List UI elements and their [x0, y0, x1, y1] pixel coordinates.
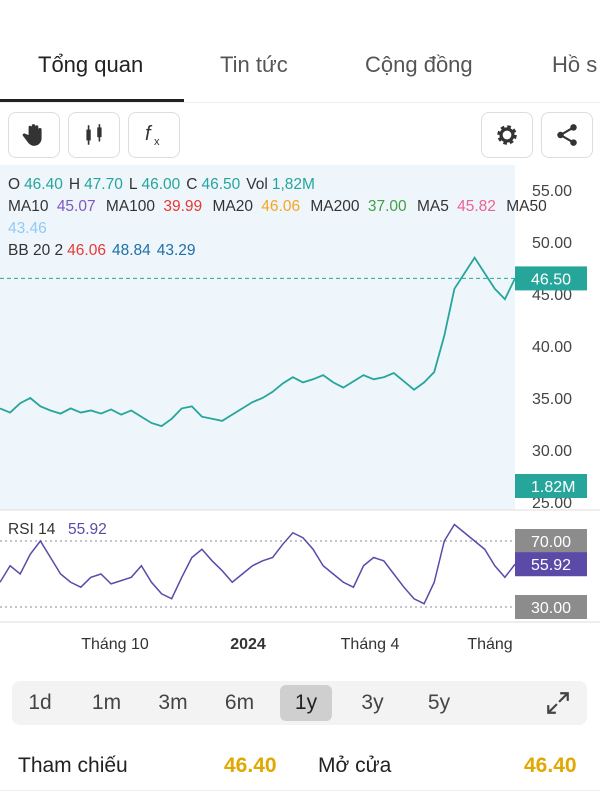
range-button[interactable]: 3y	[361, 691, 384, 714]
legend-value: 45.82	[457, 198, 496, 215]
legend-label: MA5	[416, 198, 449, 215]
rsi-value: 55.92	[68, 521, 107, 538]
legend-value: 43.46	[8, 220, 47, 237]
tab[interactable]: Hồ s	[552, 52, 598, 77]
rsi-current-box	[515, 552, 587, 577]
y-tick-label: 25.00	[532, 495, 572, 512]
legend: O 46.40 H 47.70 L 46.00 C 46.50 Vol 1,82M MA10 45.…	[8, 174, 583, 262]
price-panel	[0, 165, 515, 510]
last-price-label: 46.50	[531, 271, 571, 288]
range-button[interactable]: 1y	[280, 685, 332, 721]
range-button[interactable]: 1d	[28, 691, 52, 714]
y-tick-label: 55.00	[532, 183, 572, 200]
divider	[0, 790, 600, 791]
legend-value: 45.07	[56, 198, 96, 215]
range-button[interactable]: 6m	[224, 691, 255, 714]
legend-label: O	[8, 176, 21, 193]
last-price-box	[515, 266, 587, 291]
tab-underline	[0, 99, 184, 102]
volume-label: 1.82M	[531, 479, 575, 496]
legend-value: 47.70	[84, 176, 123, 193]
gear-icon	[497, 125, 517, 145]
legend-value: 46.06	[261, 198, 301, 215]
rsi-current-label: 55.92	[531, 557, 571, 574]
rsi-tick-box	[515, 595, 587, 619]
price-line	[0, 255, 516, 428]
legend-value: 46.40	[24, 176, 63, 193]
range-selector: 1d 1m 3m 6m 1y 3y 5y	[12, 681, 587, 725]
legend-value: 1,82M	[271, 176, 315, 193]
tab-bar: Tổng quan Tin tức Cộng đồng Hồ s	[0, 40, 600, 103]
tab[interactable]: Tin tức	[220, 52, 288, 77]
y-tick-label: 35.00	[532, 391, 572, 408]
settings-button[interactable]	[481, 112, 533, 158]
y-tick-label: 30.00	[532, 443, 572, 460]
expand-icon[interactable]	[545, 690, 571, 716]
range-button[interactable]: 3m	[158, 691, 188, 714]
legend-label: Vol	[246, 176, 268, 193]
quote-label: Mở cửa	[318, 754, 392, 777]
rsi-tick-label: 30.00	[531, 600, 571, 617]
quote-value: 46.40	[224, 754, 277, 777]
x-tick-label: 2024	[230, 636, 266, 653]
range-button[interactable]: 1m	[91, 691, 122, 714]
legend-row: O 46.40 H 47.70 L 46.00 C 46.50 Vol 1,82M	[8, 174, 583, 196]
legend-label: C	[186, 176, 198, 193]
svg-text:f: f	[145, 123, 153, 145]
legend-value: 48.84	[111, 242, 151, 259]
legend-label: H	[68, 176, 81, 193]
share-icon	[557, 124, 577, 146]
legend-value: 37.00	[367, 198, 407, 215]
candle-button[interactable]	[68, 112, 120, 158]
x-tick-label: Tháng 10	[81, 636, 149, 653]
rsi-tick-box	[515, 529, 587, 553]
y-tick-label: 50.00	[532, 235, 572, 252]
legend-label: MA200	[310, 198, 360, 215]
hand-icon	[22, 124, 42, 146]
rsi-label: RSI 14	[8, 521, 56, 538]
legend-value: 46.00	[141, 176, 181, 193]
legend-label: BB 20 2	[8, 242, 64, 259]
quote-label: Tham chiếu	[18, 754, 128, 777]
legend-value: 43.29	[156, 242, 196, 259]
share-button[interactable]	[541, 112, 593, 158]
legend-label: MA20	[212, 198, 253, 215]
legend-row: MA10 45.07 MA100 39.99 MA20 46.06 MA200 …	[8, 196, 583, 240]
rsi-line	[0, 523, 516, 605]
legend-label: L	[128, 176, 138, 193]
y-tick-label: 40.00	[532, 339, 572, 356]
legend-value: 46.06	[67, 242, 106, 259]
tab[interactable]: Cộng đồng	[365, 52, 473, 77]
tab[interactable]: Tổng quan	[38, 52, 144, 77]
legend-value: 39.99	[163, 198, 203, 215]
candle-icon	[86, 124, 102, 145]
volume-box	[515, 474, 587, 498]
pan-button[interactable]	[8, 112, 60, 158]
x-tick-label: Tháng	[467, 636, 512, 653]
legend-row: BB 20 2 46.06 48.84 43.29	[8, 240, 583, 262]
legend-value: 46.50	[201, 176, 241, 193]
x-tick-label: Tháng 4	[341, 636, 400, 653]
y-tick-label: 45.00	[532, 287, 572, 304]
legend-label: MA100	[105, 198, 156, 215]
range-button[interactable]: 5y	[427, 691, 451, 714]
legend-label: MA50	[506, 198, 547, 215]
svg-text:x: x	[154, 136, 160, 148]
legend-label: MA10	[8, 198, 49, 215]
rsi-tick-label: 70.00	[531, 534, 571, 551]
quote-value: 46.40	[524, 754, 577, 777]
